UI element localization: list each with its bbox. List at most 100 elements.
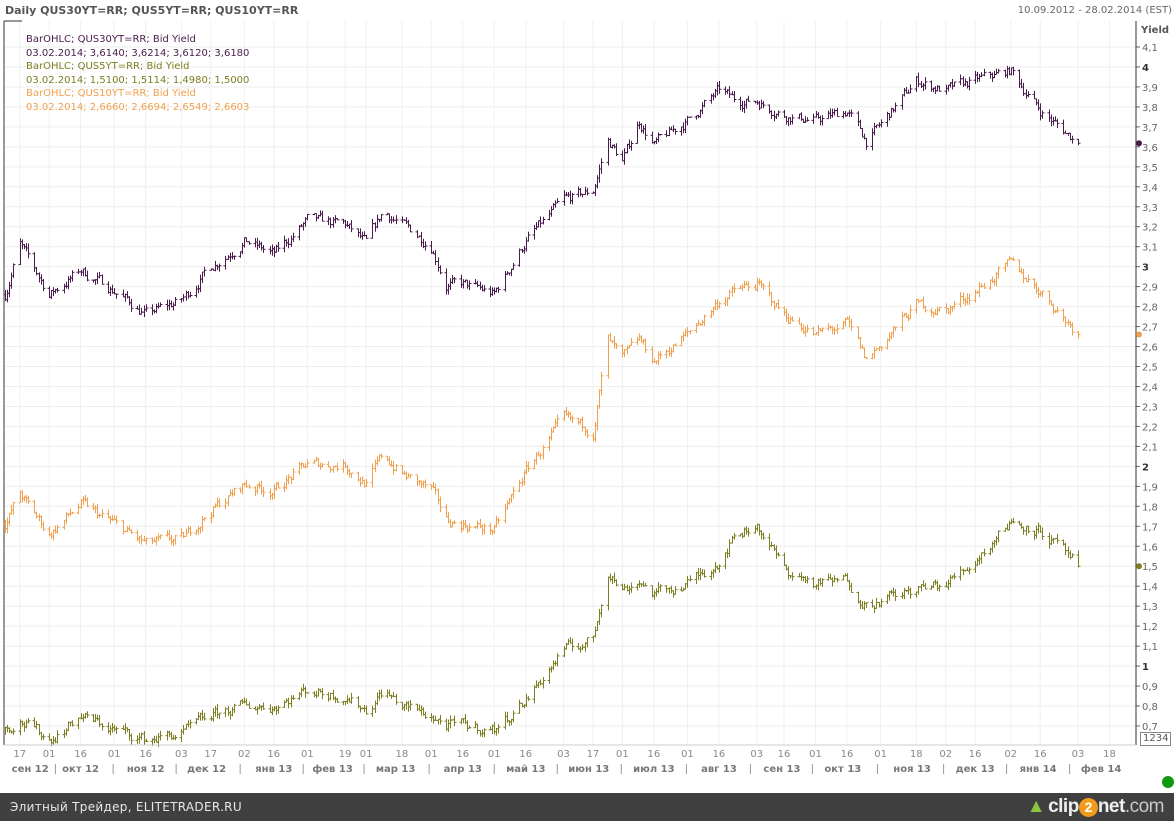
- ohlc-bar: [673, 586, 678, 595]
- ohlc-bar: [482, 523, 487, 535]
- ohlc-bar: [1055, 306, 1060, 313]
- ohlc-bar: [291, 468, 296, 481]
- ohlc-chart: 4,1 4 3,9 3,8 3,7 3,6 3,5 3,4 3,3 3,2 3,1 3 2,9 2,8 2,…: [3, 20, 1169, 775]
- ohlc-bar: [937, 584, 942, 592]
- ohlc-bar: [835, 324, 840, 334]
- legend-10y-label: BarOHLC; QUS10YT=RR; Bid Yield: [26, 88, 196, 99]
- ohlc-bar: [247, 484, 252, 489]
- series-QUS10YT=RR: [3, 256, 1081, 547]
- x-tick-label: 01: [809, 749, 822, 760]
- ohlc-bar: [217, 498, 222, 508]
- y-tick-label: 2,3: [1142, 402, 1158, 413]
- ohlc-bar: [1040, 527, 1045, 541]
- y-tick-label: 3,6: [1142, 143, 1158, 154]
- x-tick-label: 18: [395, 749, 408, 760]
- ohlc-bar: [585, 187, 590, 196]
- ohlc-bar: [188, 719, 193, 729]
- ohlc-bar: [11, 728, 16, 735]
- x-tick-label: 03: [750, 749, 763, 760]
- ohlc-bar: [217, 263, 222, 272]
- month-label: сен 12: [12, 764, 49, 775]
- ohlc-bar: [114, 293, 119, 299]
- ohlc-bar: [1076, 331, 1081, 339]
- ohlc-bar: [849, 109, 854, 117]
- ohlc-bar: [570, 415, 575, 423]
- ohlc-bar: [144, 537, 149, 545]
- ohlc-bar: [247, 241, 252, 245]
- ohlc-bar: [526, 696, 531, 701]
- month-label: янв 13: [255, 764, 292, 775]
- ohlc-bar: [614, 143, 619, 156]
- month-label: янв 14: [1020, 764, 1057, 775]
- ohlc-bar: [790, 572, 795, 581]
- ohlc-bar: [349, 692, 354, 704]
- ohlc-bar: [746, 527, 751, 537]
- x-tick-label: 01: [681, 749, 694, 760]
- month-label: мар 13: [376, 764, 416, 775]
- y-tick-label: 2,9: [1142, 283, 1158, 294]
- x-tick-label: 16: [74, 749, 87, 760]
- month-label: ноя 12: [127, 764, 165, 775]
- clip2net-logo: ▲ clip 2 net.com: [1026, 796, 1165, 817]
- ohlc-bar: [438, 496, 443, 513]
- ohlc-bar: [335, 462, 340, 472]
- ohlc-bar: [541, 444, 546, 460]
- ohlc-bar: [364, 478, 369, 487]
- y-tick-label: 1,9: [1142, 482, 1158, 493]
- ohlc-bar: [41, 521, 46, 532]
- ohlc-bar: [879, 598, 884, 608]
- y-tick-label: 1,5: [1142, 562, 1158, 573]
- x-tick-label: 02: [1004, 749, 1017, 760]
- axis-badge[interactable]: 1234: [1140, 732, 1172, 746]
- ohlc-bar: [129, 298, 134, 312]
- ohlc-bar: [599, 158, 604, 174]
- ohlc-bar: [276, 481, 281, 489]
- ohlc-bar: [335, 218, 340, 221]
- ohlc-bar: [291, 232, 296, 242]
- ohlc-bar: [305, 213, 310, 221]
- ohlc-bar: [261, 702, 266, 710]
- ohlc-bar: [996, 68, 1001, 74]
- y-tick-label: 3,7: [1142, 123, 1158, 134]
- ohlc-bar: [952, 81, 957, 87]
- ohlc-bar: [408, 224, 413, 233]
- x-tick-label: 17: [204, 749, 217, 760]
- ohlc-bar: [320, 688, 325, 700]
- ohlc-bar: [438, 265, 443, 275]
- footer-text: Элитный Трейдер, ELITETRADER.RU: [10, 800, 242, 814]
- ohlc-bar: [1011, 66, 1016, 76]
- legend-30y-label: BarOHLC; QUS30YT=RR; Bid Yield: [26, 34, 196, 45]
- ohlc-bar: [555, 198, 560, 204]
- ohlc-bar: [805, 117, 810, 122]
- ohlc-bar: [379, 689, 384, 699]
- y-tick-label: 3,2: [1142, 223, 1158, 234]
- ohlc-bar: [908, 305, 913, 320]
- ohlc-bar: [835, 577, 840, 583]
- ohlc-bar: [1076, 138, 1081, 146]
- grid: [3, 20, 1136, 745]
- month-label: окт 13: [824, 764, 861, 775]
- y-tick-label: 1,7: [1142, 522, 1158, 533]
- ohlc-bar: [496, 724, 501, 734]
- x-tick-label: 01: [301, 749, 314, 760]
- ohlc-bar: [1011, 257, 1016, 261]
- y-tick-label: 3,4: [1142, 183, 1158, 194]
- y-tick-label: 3,1: [1142, 243, 1158, 254]
- ohlc-bar: [658, 350, 663, 360]
- ohlc-bar: [746, 95, 751, 102]
- y-tick-label: 2,6: [1142, 343, 1158, 354]
- ohlc-bar: [967, 293, 972, 306]
- x-tick-label: 16: [778, 749, 791, 760]
- x-tick-label: 16: [456, 749, 469, 760]
- ohlc-bar: [967, 567, 972, 575]
- y-tick-label: 2,8: [1142, 303, 1158, 314]
- ohlc-bar: [614, 579, 619, 587]
- ohlc-bar: [1026, 525, 1031, 534]
- ohlc-bar: [599, 604, 604, 618]
- x-tick-label: 01: [488, 749, 501, 760]
- legend-5y-values: 03.02.2014; 1,5100; 1,5114; 1,4980; 1,50…: [26, 74, 250, 86]
- ohlc-bar: [349, 472, 354, 479]
- date-range: 10.09.2012 - 28.02.2014 (EST): [1017, 5, 1172, 16]
- ohlc-bar: [732, 90, 737, 103]
- ohlc-bar: [526, 461, 531, 473]
